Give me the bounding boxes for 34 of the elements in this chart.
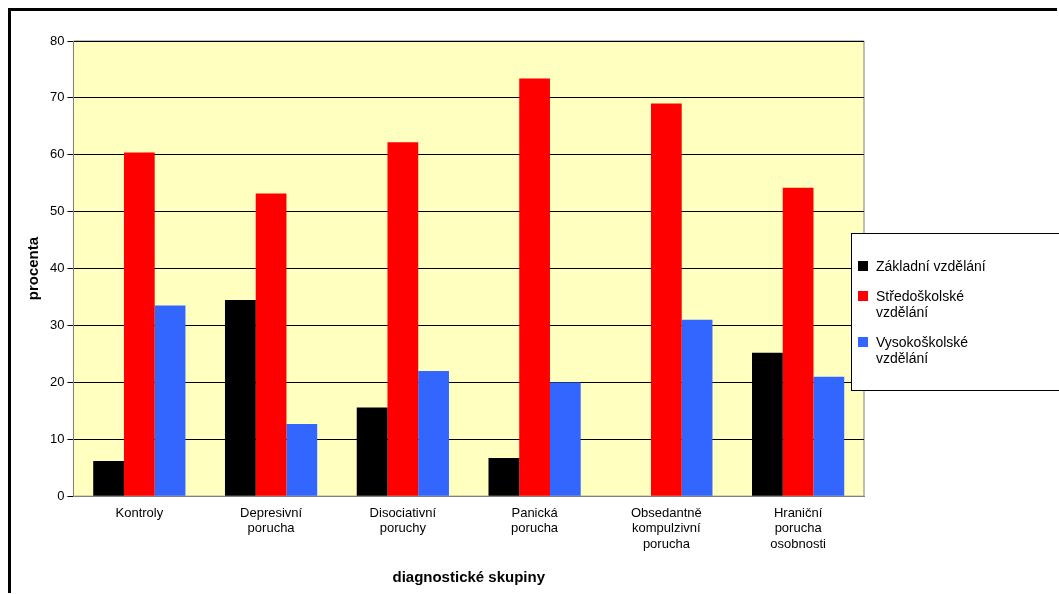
legend-label: Vysokoškolské vzdělání [876,334,970,366]
bar [681,319,713,496]
x-axis-title: diagnostické skupiny [392,568,546,586]
legend-label: Základní vzdělání [876,258,987,274]
x-tick-label: Depresivní porucha [240,504,303,536]
bar [387,142,419,496]
x-tick-label: Hraniční porucha osobnosti [770,504,827,551]
y-axis-title: procenta [24,236,42,301]
bar [286,423,318,496]
bar [93,460,124,496]
y-tick-label: 10 [49,430,65,446]
bar [255,193,287,496]
y-tick-label: 20 [49,373,65,389]
bar [418,371,449,496]
bar [488,458,520,496]
y-tick-label: 40 [49,260,65,276]
bar [549,382,581,496]
bar [813,376,845,496]
y-tick-label: 50 [49,203,65,219]
y-tick-label: 60 [49,146,65,162]
x-tick-label: Disociativní poruchy [369,504,437,536]
bar [519,78,550,496]
legend-label: Středoškolské vzdělání [876,288,965,320]
x-tick-label: Panická porucha [511,504,559,536]
x-tick-label: Kontroly [115,504,164,520]
y-tick-label: 0 [57,487,65,503]
y-tick-label: 30 [49,317,65,333]
x-tick-label: Obsedantně kompulzivní porucha [630,504,702,551]
bar [782,187,814,496]
bar [154,305,186,496]
bar [123,152,155,496]
bar [650,103,682,496]
y-tick-label: 70 [49,89,65,105]
y-tick-label: 80 [49,32,65,48]
